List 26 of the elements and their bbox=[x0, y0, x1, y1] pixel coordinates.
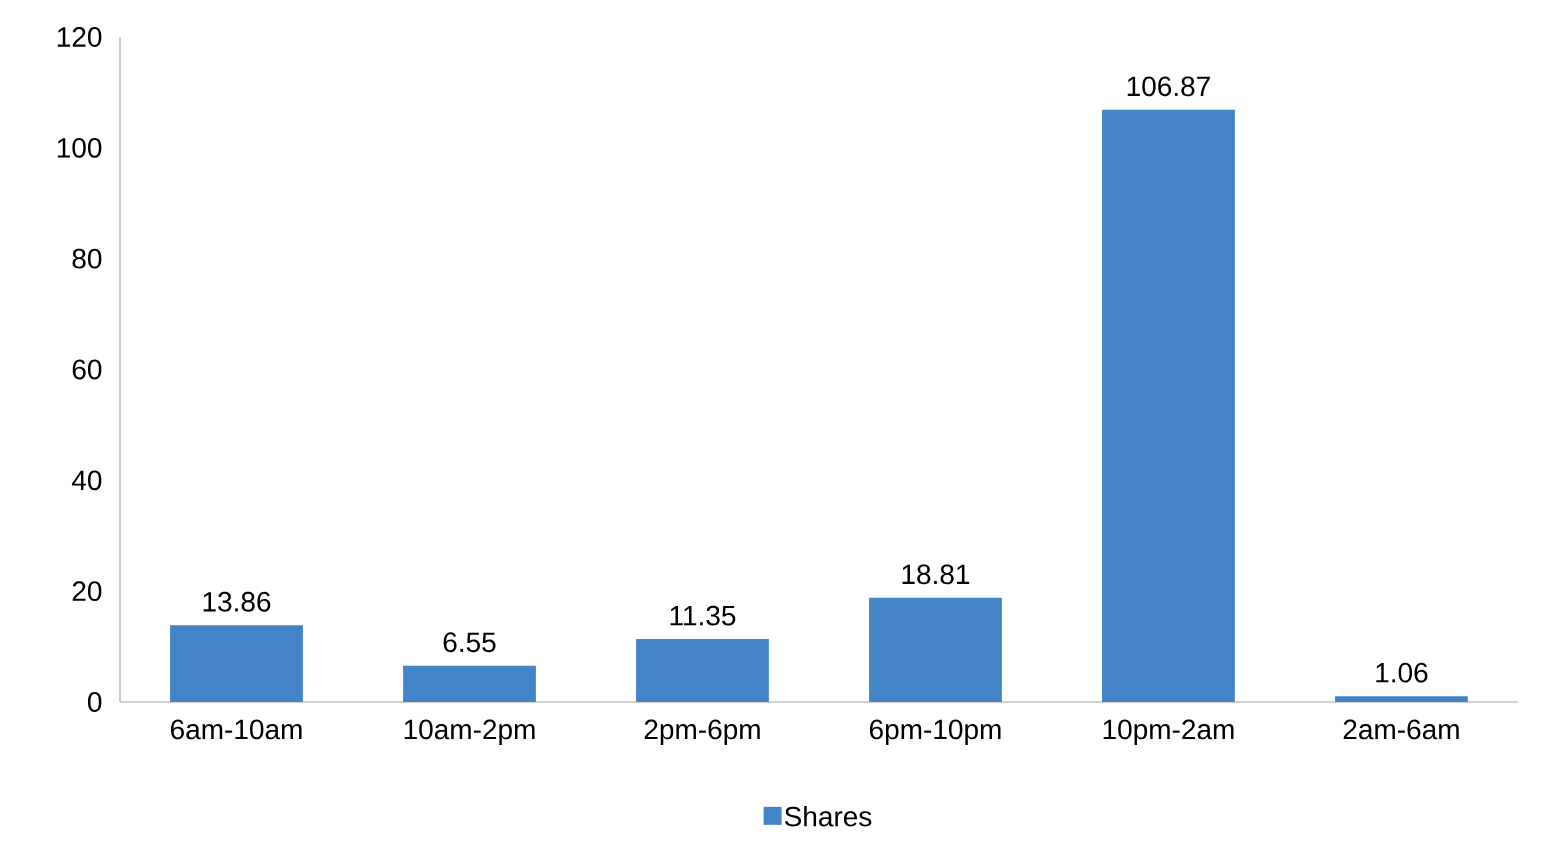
x-tick-label: 10am-2pm bbox=[404, 719, 535, 745]
bar bbox=[1102, 109, 1235, 702]
y-tick-label: 80 bbox=[72, 248, 102, 269]
y-tick-label: 120 bbox=[57, 27, 102, 47]
data-label: 11.35 bbox=[670, 605, 736, 626]
x-tick-label: 6pm-10pm bbox=[869, 719, 1001, 745]
data-label: 13.86 bbox=[203, 591, 271, 612]
legend-label: Shares bbox=[784, 805, 872, 827]
bar bbox=[1335, 696, 1468, 702]
bar bbox=[869, 597, 1002, 702]
y-tick-label: 100 bbox=[57, 137, 102, 158]
bar bbox=[403, 665, 536, 702]
y-tick-label: 60 bbox=[72, 359, 102, 380]
x-tick-label: 10pm-2am bbox=[1103, 719, 1234, 745]
y-tick-label: 0 bbox=[88, 692, 102, 712]
y-tick-label: 40 bbox=[71, 470, 102, 491]
bar bbox=[636, 639, 769, 702]
x-tick-label: 6am-10am bbox=[171, 719, 302, 740]
data-label: 1.06 bbox=[1376, 662, 1428, 683]
data-label: 106.87 bbox=[1127, 76, 1210, 97]
data-label: 6.55 bbox=[443, 632, 496, 653]
x-tick-label: 2pm-6pm bbox=[644, 719, 760, 745]
data-label: 18.81 bbox=[902, 564, 970, 585]
x-tick-label: 2am-6am bbox=[1343, 719, 1459, 740]
bar bbox=[170, 625, 303, 702]
y-tick-label: 20 bbox=[72, 581, 102, 602]
